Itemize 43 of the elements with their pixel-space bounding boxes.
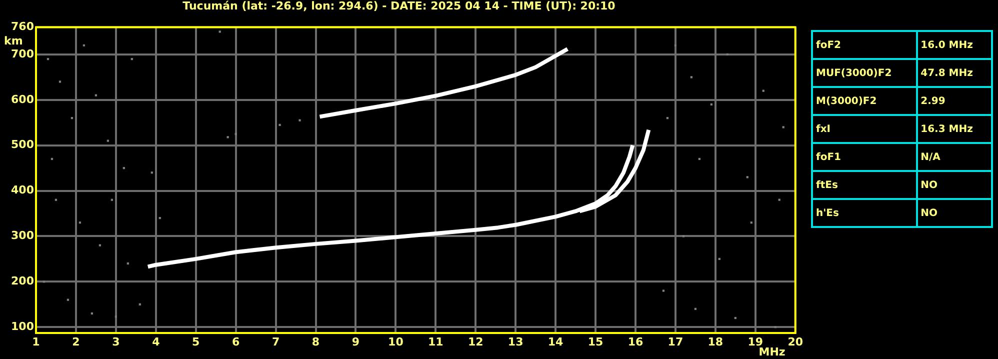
text: 16.0 MHz [916, 31, 992, 59]
y-tick-label: 500 [11, 138, 34, 152]
text: ftEs [812, 171, 917, 199]
y-tick-label: 400 [11, 184, 34, 197]
x-tick-label: 12 [468, 335, 484, 348]
y-tick-label: 700 [11, 47, 34, 60]
text: foF1 [812, 143, 917, 171]
y-tick-label: 200 [11, 274, 34, 288]
x-tick-label: 4 [152, 335, 160, 348]
text: 47.8 MHz [916, 59, 992, 87]
y-tick-label: 100 [11, 320, 34, 333]
text: NO [916, 171, 992, 199]
x-tick-label: 13 [508, 335, 524, 348]
x-tick-label: 3 [112, 335, 120, 348]
text: N/A [916, 143, 992, 171]
x-tick-label: 15 [588, 335, 604, 348]
x-tick-label: 11 [428, 335, 444, 348]
x-tick-label: 14 [548, 335, 564, 348]
y-tick-label: 760 [11, 20, 34, 34]
text: fxI [812, 115, 917, 143]
x-tick-label: 6 [232, 335, 240, 348]
x-tick-label: 18 [708, 335, 724, 348]
y-axis-title: km [4, 34, 23, 48]
text: 2.99 [916, 87, 992, 115]
text: NO [916, 199, 992, 227]
x-tick-label: 1 [32, 335, 40, 348]
x-tick-label: 8 [312, 335, 320, 348]
text: M(3000)F2 [812, 87, 917, 115]
x-tick-label: 2 [72, 335, 80, 348]
chart-title: Tucumán (lat: -26.9, lon: 294.6) - DATE: 2025 04 14 - TIME (UT): 20:10 [182, 0, 616, 12]
x-tick-label: 9 [352, 335, 360, 348]
text: h'Es [812, 199, 917, 227]
text: 16.3 MHz [916, 115, 992, 143]
x-tick-label: 17 [668, 335, 684, 348]
text: MUF(3000)F2 [812, 59, 917, 87]
y-tick-label: 300 [11, 229, 34, 242]
text: foF2 [812, 31, 917, 59]
x-tick-label: 16 [628, 335, 644, 348]
y-tick-label: 600 [11, 92, 34, 106]
x-tick-label: 7 [272, 335, 280, 348]
x-tick-label: 20 [788, 335, 804, 348]
x-tick-label: 5 [192, 335, 200, 348]
x-tick-label: 10 [388, 335, 404, 348]
